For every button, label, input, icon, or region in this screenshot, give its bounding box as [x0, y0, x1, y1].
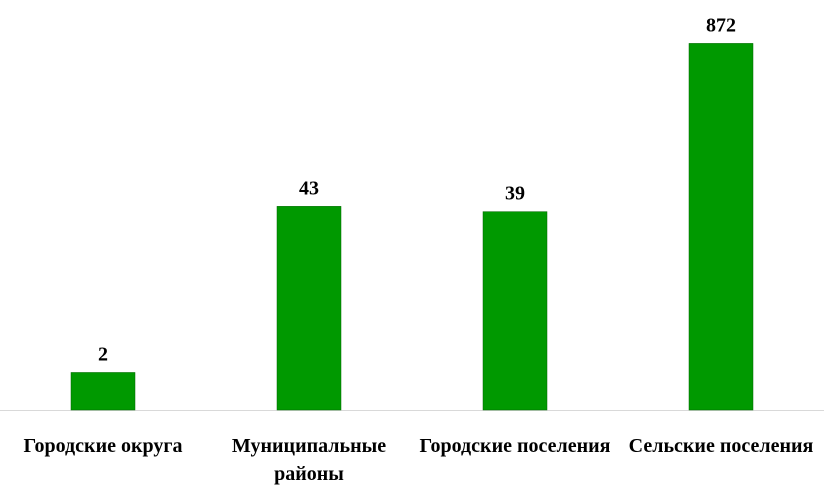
- value-label: 872: [706, 14, 736, 36]
- bar: [688, 43, 754, 411]
- value-label: 39: [505, 183, 525, 205]
- bar: [482, 211, 548, 411]
- x-tick-label: Сельские поселения: [628, 435, 814, 457]
- bar: [70, 372, 136, 411]
- value-label: 43: [299, 177, 319, 199]
- value-label: 2: [98, 343, 108, 365]
- bar: [276, 206, 342, 411]
- x-tick-label: Городские округа: [23, 435, 183, 457]
- x-tick-label: Городские поселения: [419, 435, 611, 457]
- x-tick-label: Муниципальные районы: [231, 435, 387, 485]
